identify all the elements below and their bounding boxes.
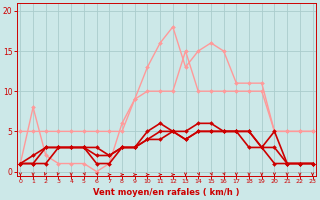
X-axis label: Vent moyen/en rafales ( km/h ): Vent moyen/en rafales ( km/h ) <box>93 188 240 197</box>
